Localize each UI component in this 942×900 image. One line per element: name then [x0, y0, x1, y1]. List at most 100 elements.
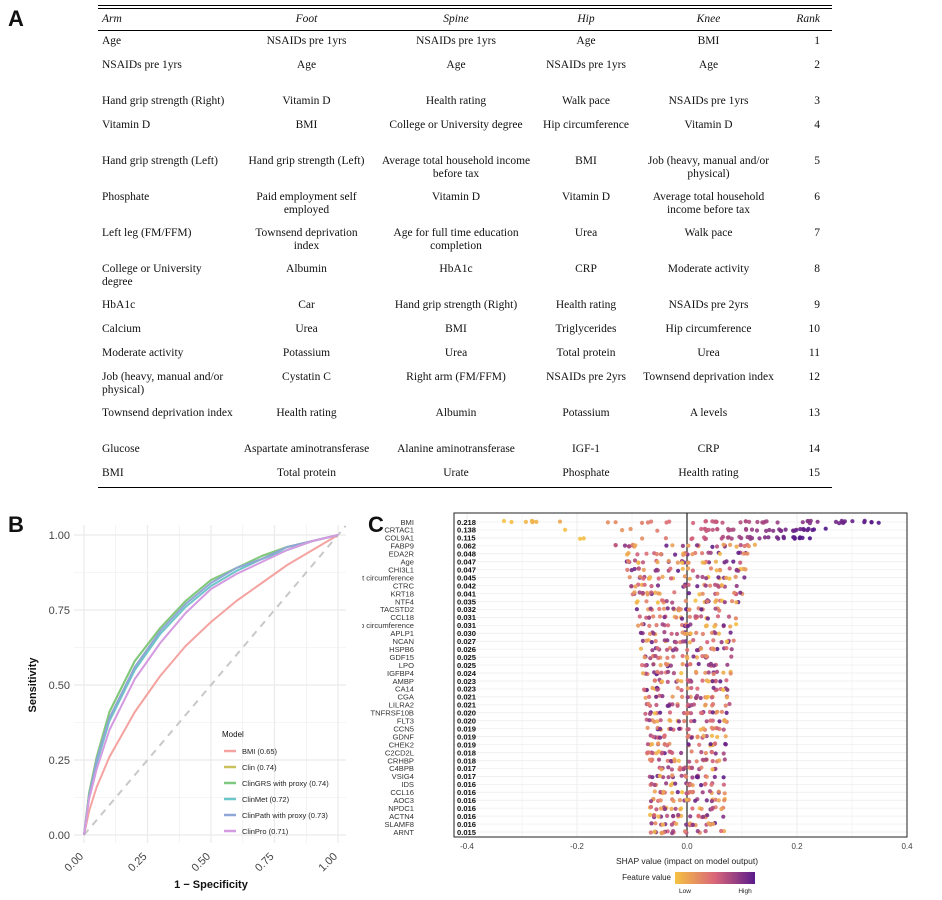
feature-importance: 0.020 — [457, 709, 476, 718]
shap-point — [693, 669, 699, 674]
shap-point — [685, 686, 690, 691]
shap-point — [651, 614, 656, 619]
feature-label: KRT18 — [391, 589, 415, 598]
shap-point — [746, 544, 751, 549]
table-cell: Calcium — [102, 322, 141, 335]
shap-point — [658, 726, 663, 731]
feature-importance: 0.023 — [457, 677, 476, 686]
shap-point — [693, 695, 699, 700]
table-cell: 1 — [814, 35, 820, 47]
table-cell: College or University degree — [389, 118, 523, 131]
shap-point — [720, 534, 726, 539]
shap-point — [662, 638, 667, 643]
shap-point — [661, 606, 667, 611]
feature-importance: 0.138 — [457, 526, 476, 535]
shap-point — [722, 757, 727, 762]
feature-importance: 0.016 — [457, 804, 476, 813]
shap-point — [641, 567, 646, 572]
shap-point — [638, 646, 644, 651]
shap-point — [703, 757, 709, 762]
shap-point — [674, 821, 679, 826]
panel-c-label: C — [368, 512, 384, 537]
shap-point — [764, 528, 769, 533]
shap-point — [682, 574, 687, 579]
shap-point — [645, 590, 650, 595]
shap-point — [679, 688, 684, 693]
shap-point — [534, 519, 539, 524]
shap-point — [653, 639, 658, 644]
feature-importance: 0.115 — [457, 534, 476, 543]
shap-point — [725, 662, 730, 667]
shap-point — [674, 615, 679, 620]
shap-point — [710, 767, 715, 772]
shap-point — [729, 536, 734, 541]
feature-importance: 0.017 — [457, 772, 476, 781]
shap-point — [687, 789, 692, 795]
shap-point — [715, 734, 720, 740]
shap-point — [722, 791, 727, 796]
table-cell: Age — [446, 58, 466, 71]
shap-point — [714, 519, 719, 524]
shap-point — [651, 734, 656, 739]
shap-point — [657, 773, 662, 779]
shap-point — [717, 719, 722, 724]
shap-point — [647, 711, 653, 716]
shap-point — [701, 726, 706, 731]
shap-point — [646, 701, 651, 706]
shap-point — [648, 799, 654, 804]
shap-point — [749, 527, 755, 532]
shap-point — [652, 711, 657, 716]
table-cell: Age — [296, 58, 317, 71]
shap-point — [678, 767, 683, 772]
shap-point — [738, 520, 743, 525]
shap-point — [733, 616, 738, 621]
shap-point — [708, 718, 713, 723]
feature-label: CRTAC1 — [384, 526, 414, 535]
table-cell: 13 — [808, 406, 821, 419]
table-cell: CRP — [575, 262, 597, 275]
feature-label: IDS — [401, 780, 414, 789]
color-legend-high: High — [738, 888, 752, 895]
shap-point — [724, 678, 729, 683]
feature-importance: 0.042 — [457, 581, 476, 590]
shap-point — [743, 567, 748, 572]
shap-point — [683, 598, 688, 604]
legend-label: ClinGRS with proxy (0.74) — [242, 779, 329, 788]
shap-point — [706, 821, 711, 826]
table-cell: Total protein — [277, 466, 336, 479]
shap-point — [665, 813, 670, 818]
shap-point — [710, 702, 716, 707]
y-axis-title: Sensitivity — [27, 657, 39, 713]
shap-point — [699, 526, 704, 532]
feature-label: ARNT — [393, 828, 414, 837]
shap-point — [710, 527, 715, 532]
shap-point — [685, 695, 690, 700]
table-cell: NSAIDs pre 2yrs — [668, 298, 749, 311]
table-cell: 5 — [814, 154, 820, 167]
shap-point — [684, 711, 689, 716]
table-cell: Phosphate — [102, 190, 150, 203]
shap-point — [636, 566, 641, 571]
shap-point — [675, 685, 680, 691]
shap-point — [663, 536, 668, 541]
shap-point — [645, 750, 650, 755]
shap-point — [691, 654, 696, 659]
shap-point — [634, 600, 639, 605]
feature-label: C2CD2L — [385, 748, 414, 757]
shap-point — [711, 638, 716, 643]
shap-point — [636, 560, 641, 565]
shap-point — [801, 527, 806, 532]
table-cell: Vitamin D — [282, 94, 331, 107]
shap-point — [700, 591, 705, 596]
shap-point — [766, 535, 771, 540]
shap-point — [681, 767, 686, 772]
shap-point — [850, 519, 855, 524]
table-cell: 3 — [814, 94, 820, 107]
shap-point — [644, 599, 649, 604]
shap-point — [675, 560, 680, 565]
shap-point — [700, 757, 705, 762]
table-row: Townsend deprivation index Health rating A… — [98, 403, 832, 439]
table-cell: BMI — [445, 322, 467, 335]
feature-importance: 0.018 — [457, 756, 476, 765]
shap-point — [654, 751, 659, 756]
